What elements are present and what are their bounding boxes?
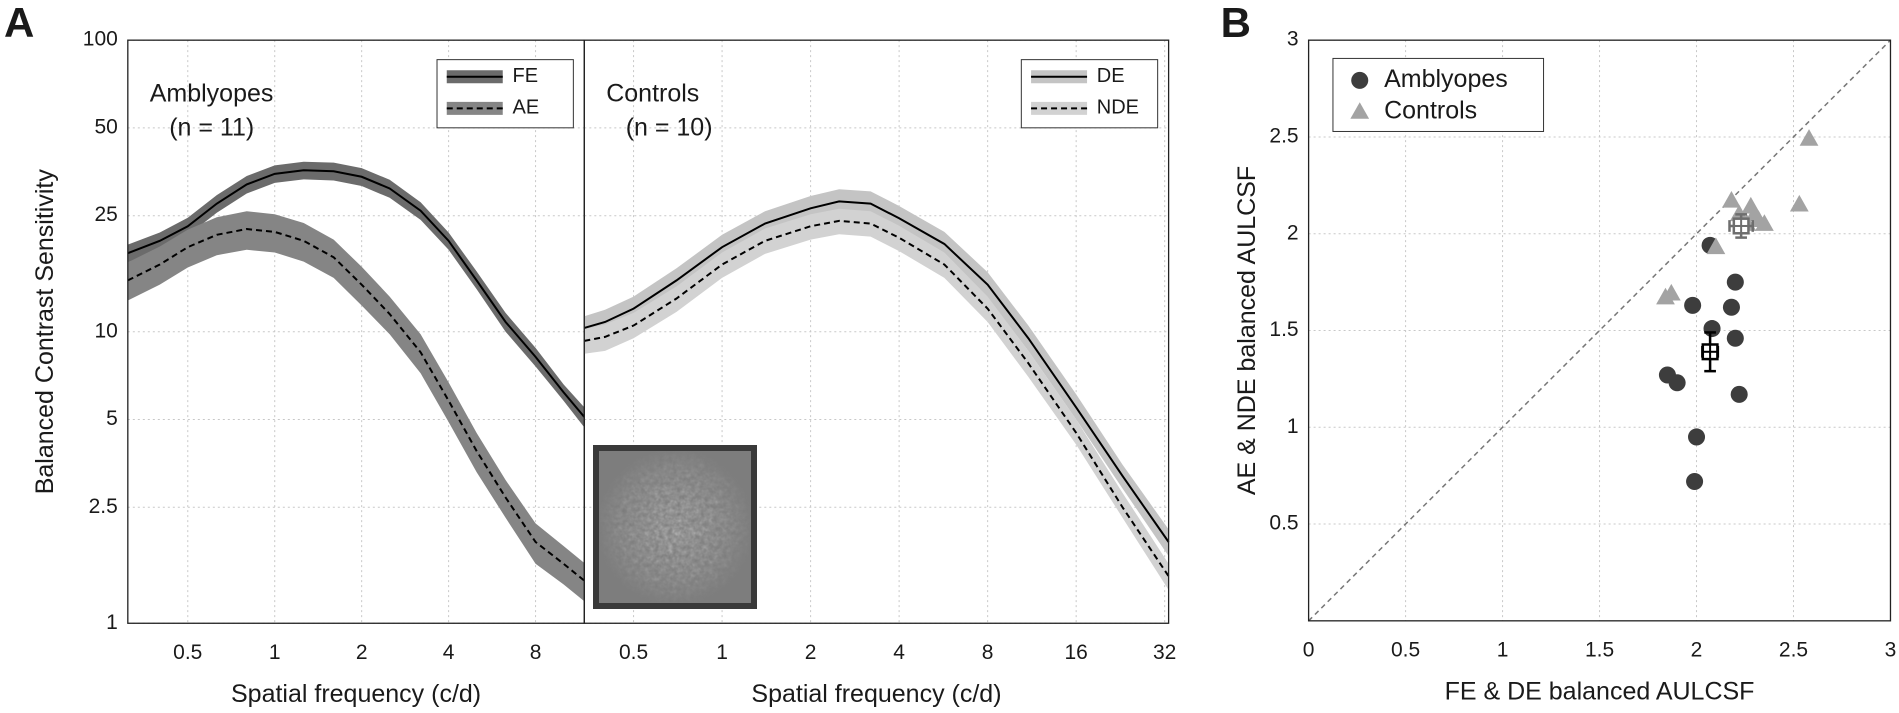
legend-marker	[1350, 102, 1370, 119]
legend-label: AE	[512, 97, 539, 119]
x-tick-label: 1	[269, 641, 281, 664]
x-axis-label: Spatial frequency (c/d)	[751, 680, 1001, 708]
x-axis-label: FE & DE balanced AULCSF	[1445, 677, 1755, 705]
data-point	[1729, 204, 1749, 222]
y-tick-label: 2	[1287, 221, 1299, 244]
y-tick-label: 25	[94, 203, 117, 226]
legend-box	[1332, 57, 1545, 132]
x-tick-label: 8	[982, 641, 994, 664]
confidence-band	[127, 211, 585, 602]
data-point	[1703, 320, 1721, 338]
y-tick-label: 0.5	[1269, 512, 1298, 535]
annotation: (n = 11)	[169, 114, 254, 142]
data-point	[1688, 428, 1706, 446]
data-point	[1684, 296, 1702, 314]
legend-label: Controls	[1384, 97, 1477, 125]
legend-marker	[1351, 71, 1369, 89]
data-point	[1706, 237, 1726, 255]
y-tick-label: 10	[94, 319, 117, 342]
x-tick-label: 0	[1303, 638, 1315, 661]
data-point	[1726, 273, 1744, 291]
panel-label: A	[4, 0, 34, 46]
x-tick-label: 1	[1497, 638, 1509, 661]
x-tick-label: 8	[530, 641, 542, 664]
axes-frame	[1307, 39, 1892, 622]
axes-frame	[583, 39, 1170, 624]
data-point	[1799, 129, 1819, 146]
inset-noise	[596, 448, 754, 606]
x-tick-label: 2.5	[1779, 638, 1808, 661]
x-tick-label: 16	[1064, 641, 1087, 664]
data-point	[1722, 191, 1741, 208]
data-point	[1722, 298, 1740, 316]
plot-area	[127, 161, 586, 602]
y-tick-label: 5	[106, 407, 118, 430]
x-tick-label: 2	[356, 641, 368, 664]
identity-line	[1308, 39, 1892, 622]
x-tick-label: 2	[1691, 638, 1703, 661]
data-point	[1668, 374, 1686, 392]
x-tick-label: 0.5	[173, 641, 202, 664]
y-axis-label: AE & NDE balanced AULCSF	[1233, 166, 1261, 495]
data-point	[1661, 283, 1681, 301]
data-point	[1730, 385, 1748, 403]
x-tick-label: 32	[1153, 641, 1176, 664]
panel-label: B	[1221, 0, 1251, 46]
x-tick-label: 1.5	[1585, 638, 1614, 661]
data-point	[1686, 472, 1704, 490]
x-tick-label: 4	[893, 641, 905, 664]
data-point	[1789, 194, 1809, 212]
legend-label: FE	[512, 65, 538, 87]
x-axis-label: Spatial frequency (c/d)	[231, 680, 481, 708]
legend-label: NDE	[1097, 97, 1139, 119]
x-tick-label: 1	[716, 641, 728, 664]
y-tick-label: 100	[83, 28, 118, 51]
series-line	[584, 200, 1170, 543]
confidence-band	[584, 208, 1169, 591]
series-line	[127, 169, 586, 418]
inset-border	[593, 445, 757, 609]
y-tick-label: 50	[94, 115, 117, 138]
y-axis-label: Balanced Contrast Sensitivity	[31, 169, 59, 495]
annotation: Controls	[606, 80, 699, 108]
x-tick-label: 4	[443, 641, 455, 664]
y-tick-label: 3	[1287, 28, 1299, 51]
legend-label: Amblyopes	[1384, 65, 1508, 93]
legend-box	[436, 59, 574, 129]
data-point	[1755, 214, 1774, 231]
annotation: Amblyopes	[150, 80, 274, 108]
series-line	[584, 219, 1170, 577]
y-tick-label: 1	[1287, 415, 1299, 438]
y-tick-label: 1.5	[1269, 318, 1298, 341]
y-tick-label: 2.5	[1269, 124, 1298, 147]
y-tick-label: 1	[106, 611, 118, 634]
legend-label: DE	[1097, 65, 1125, 87]
data-point	[1726, 329, 1744, 347]
plot-area	[584, 189, 1170, 591]
x-tick-label: 0.5	[1391, 638, 1420, 661]
y-tick-label: 2.5	[89, 495, 118, 518]
series-line	[127, 228, 585, 582]
stimulus-inset	[593, 445, 757, 609]
x-tick-label: 0.5	[619, 641, 648, 664]
annotation: (n = 10)	[626, 114, 713, 142]
x-tick-label: 2	[805, 641, 817, 664]
x-tick-label: 3	[1885, 638, 1897, 661]
